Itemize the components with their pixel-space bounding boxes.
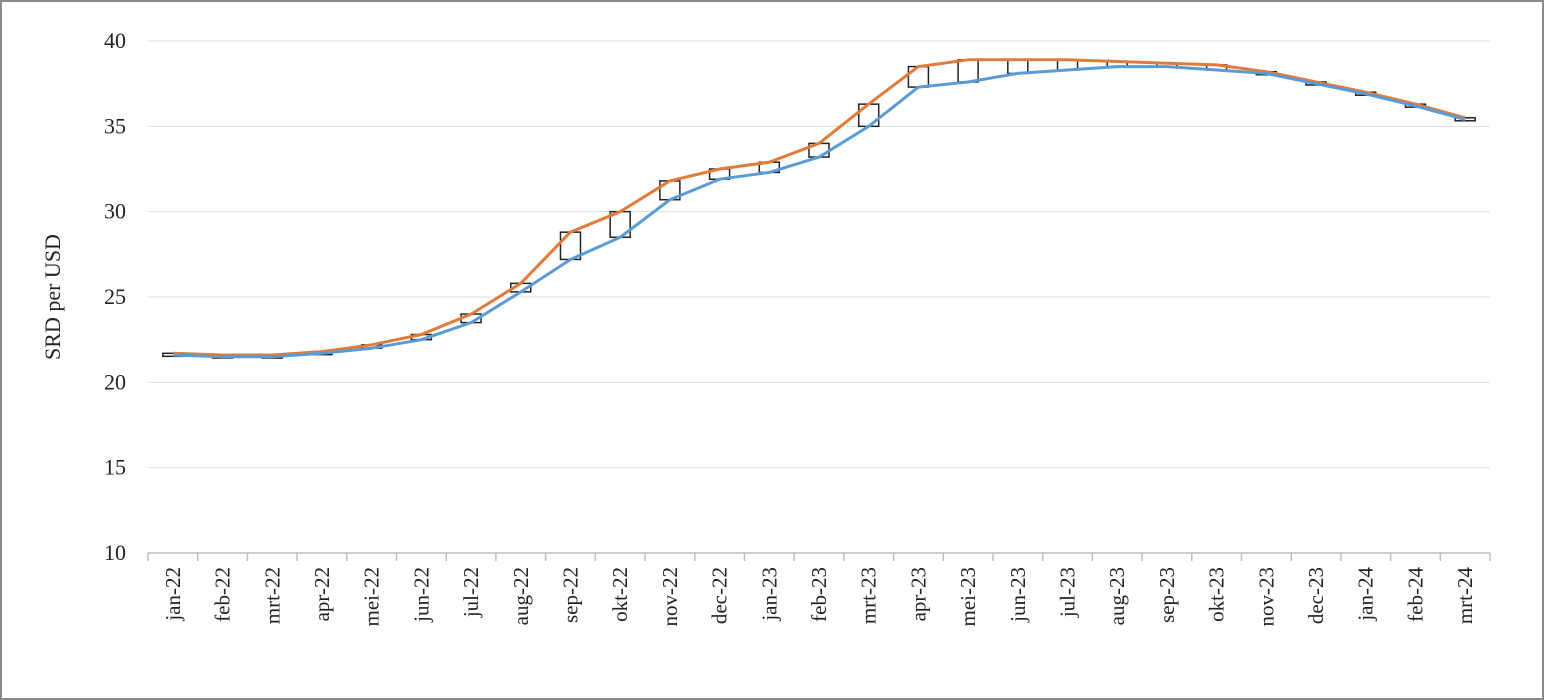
- y-tick-label: 25: [104, 284, 126, 309]
- x-tick-label: jan-24: [1354, 567, 1378, 622]
- series-line-upper: [172, 58, 1466, 357]
- y-tick-label: 30: [104, 199, 126, 224]
- x-tick-label: sep-23: [1155, 567, 1179, 623]
- x-tick-label: aug-23: [1105, 567, 1129, 625]
- x-tick-label: dec-22: [708, 567, 732, 624]
- x-axis: [147, 552, 1491, 561]
- spread-box: [1007, 59, 1029, 75]
- x-tick-label: apr-22: [310, 567, 334, 621]
- spread-box: [857, 103, 880, 128]
- x-tick-label: sep-22: [558, 567, 582, 623]
- x-tick-label: jul-23: [1056, 567, 1080, 618]
- spread-box: [907, 65, 930, 88]
- y-tick-label: 10: [104, 540, 126, 565]
- x-tick-label: mei-22: [360, 567, 384, 626]
- x-tick-label: jun-22: [409, 567, 433, 623]
- x-tick-label: apr-23: [906, 567, 930, 621]
- x-tick-label: aug-22: [509, 567, 533, 625]
- y-tick-label: 20: [104, 369, 126, 394]
- y-tick-label: 35: [104, 113, 126, 138]
- y-tick-label: 15: [104, 455, 126, 480]
- x-tick-label: okt-22: [608, 567, 632, 622]
- gridlines: [148, 40, 1490, 469]
- y-tick-label: 40: [104, 28, 126, 53]
- series-line-lower: [172, 65, 1466, 359]
- x-tick-label: nov-23: [1254, 567, 1278, 627]
- x-axis-ticks: jan-22 feb-22 mrt-22 apr-22 mei-22 jun-22 jul-…: [161, 567, 1477, 627]
- x-tick-label: jun-23: [1006, 567, 1030, 623]
- x-tick-label: okt-23: [1205, 567, 1229, 622]
- x-tick-label: mrt-22: [260, 567, 284, 624]
- x-tick-label: feb-22: [211, 567, 235, 622]
- spread-boxes: [162, 59, 1476, 359]
- x-tick-label: jan-23: [757, 567, 781, 622]
- x-tick-label: jul-22: [459, 567, 483, 618]
- x-tick-label: mei-23: [956, 567, 980, 626]
- series-lines: [172, 58, 1466, 359]
- x-tick-label: jan-22: [161, 567, 185, 622]
- x-tick-label: feb-23: [807, 567, 831, 622]
- x-tick-label: nov-22: [658, 567, 682, 627]
- x-tick-label: mrt-24: [1453, 567, 1477, 625]
- y-axis-ticks: 10 15 20 25 30 35 40: [104, 28, 126, 565]
- x-tick-label: mrt-23: [857, 567, 881, 624]
- spread-box: [957, 59, 979, 83]
- x-tick-label: dec-23: [1304, 567, 1328, 624]
- y-axis-title: SRD per USD: [40, 234, 65, 360]
- x-tick-label: feb-24: [1403, 567, 1427, 622]
